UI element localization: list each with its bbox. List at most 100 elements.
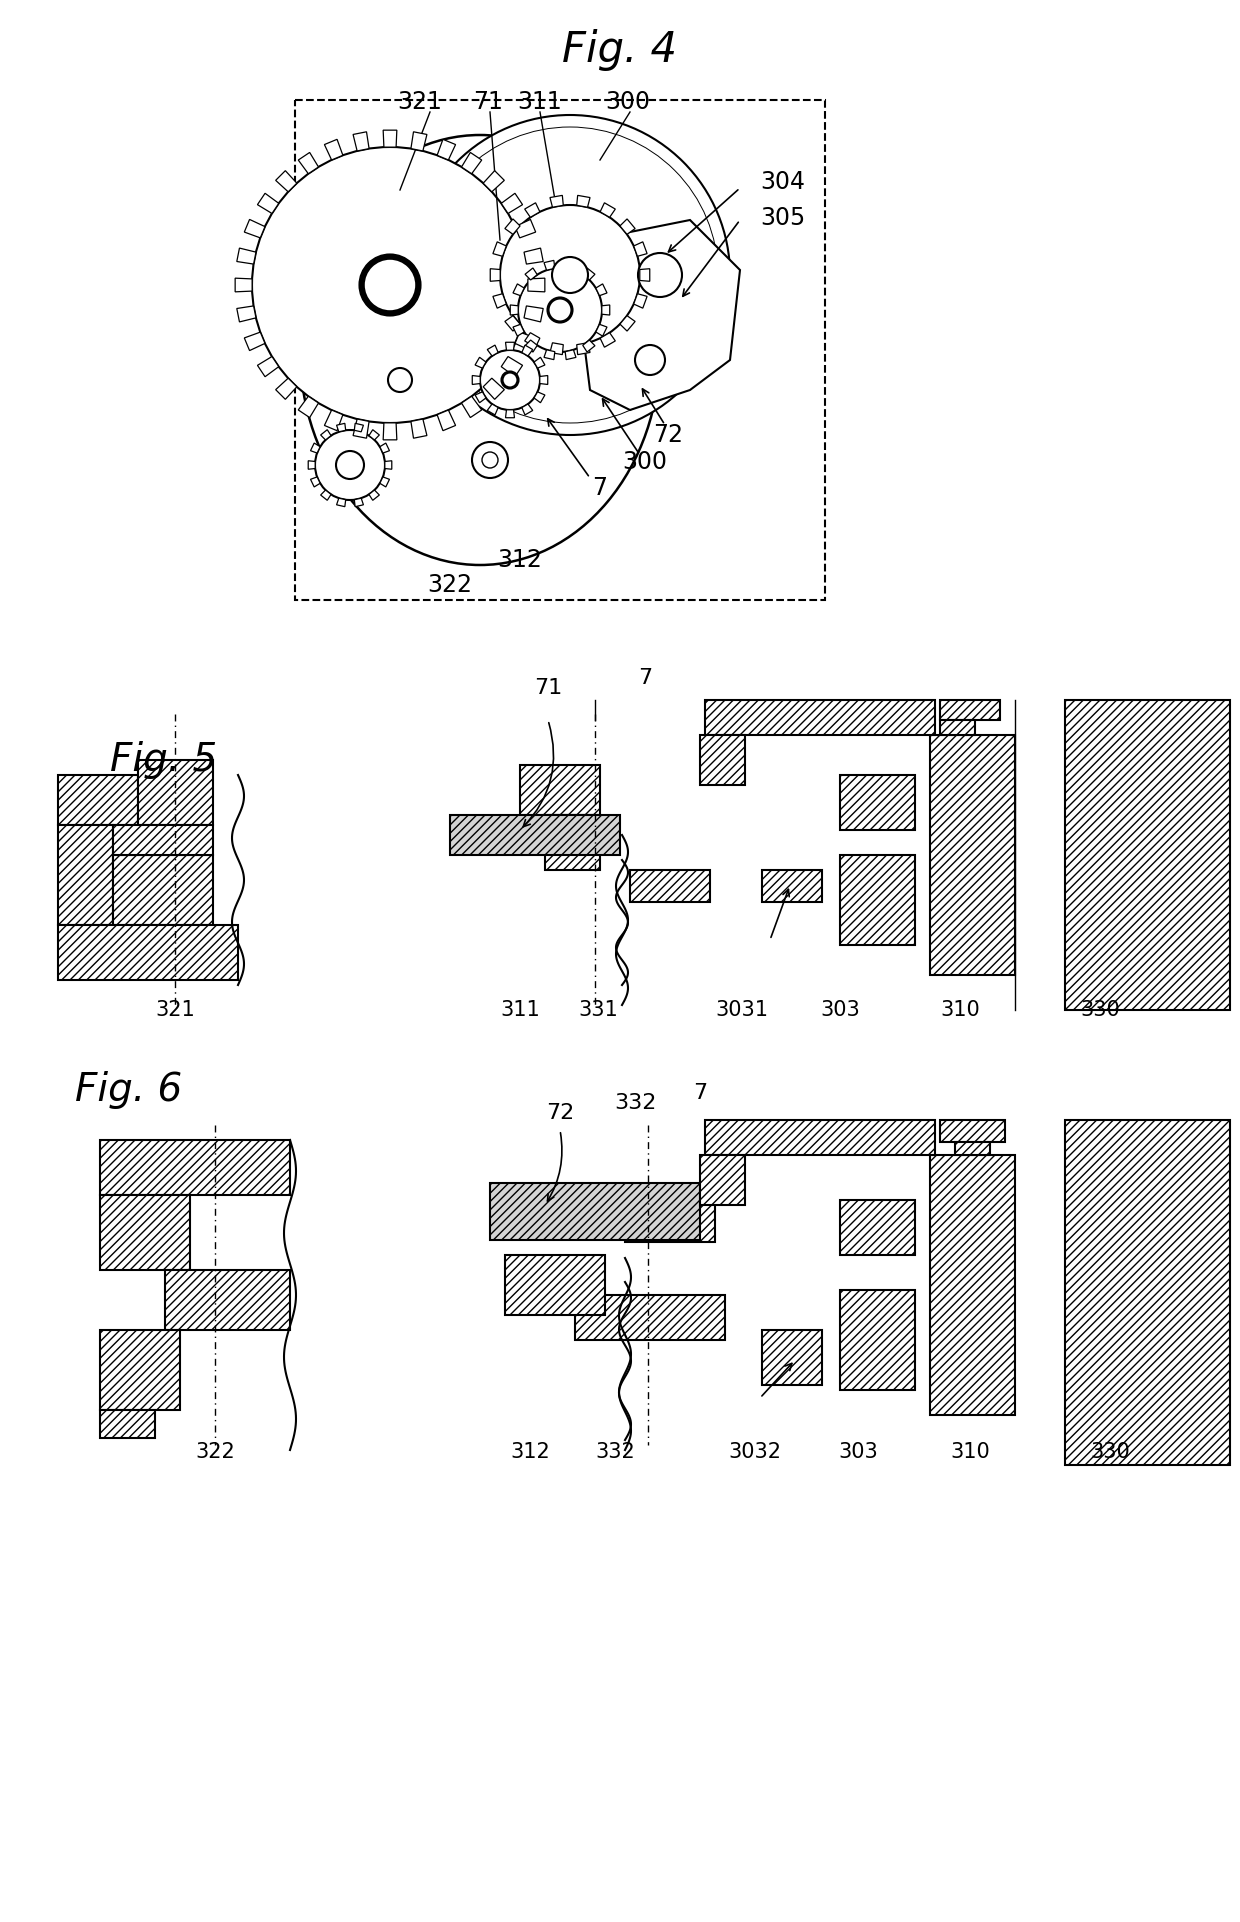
Text: Fig. 5: Fig. 5 [110, 742, 217, 778]
Polygon shape [379, 477, 389, 486]
Bar [113, 825, 213, 855]
Polygon shape [355, 498, 363, 507]
Polygon shape [522, 404, 533, 415]
Bar [58, 924, 238, 980]
Text: 303: 303 [838, 1442, 878, 1463]
Polygon shape [275, 379, 296, 400]
Bar [630, 871, 711, 901]
Polygon shape [510, 306, 518, 315]
Polygon shape [438, 409, 455, 431]
Polygon shape [258, 356, 279, 377]
Text: 303: 303 [820, 999, 859, 1021]
Bar [763, 1330, 822, 1386]
Bar [706, 700, 935, 734]
Bar [58, 775, 138, 825]
Polygon shape [583, 267, 595, 281]
Polygon shape [353, 133, 370, 152]
Bar [839, 855, 915, 946]
Polygon shape [565, 350, 577, 359]
Polygon shape [475, 392, 486, 404]
Bar [165, 1270, 290, 1330]
Polygon shape [620, 315, 635, 331]
Polygon shape [355, 423, 363, 432]
Polygon shape [528, 279, 544, 292]
Polygon shape [515, 219, 536, 238]
Text: 311: 311 [500, 999, 539, 1021]
Bar [955, 1142, 990, 1155]
Text: 322: 322 [195, 1442, 234, 1463]
Polygon shape [310, 477, 320, 486]
Text: 311: 311 [517, 90, 563, 113]
Text: 331: 331 [578, 999, 618, 1021]
Circle shape [422, 127, 718, 423]
Polygon shape [383, 423, 397, 440]
Text: 312: 312 [497, 548, 542, 573]
Bar [930, 1155, 1016, 1415]
Bar [1065, 1121, 1230, 1465]
Text: 3031: 3031 [715, 999, 769, 1021]
Bar [138, 759, 213, 825]
Circle shape [362, 258, 418, 313]
Bar [706, 1121, 935, 1155]
Polygon shape [501, 356, 522, 377]
Bar [295, 100, 825, 600]
Ellipse shape [300, 135, 660, 565]
Polygon shape [237, 248, 255, 263]
Bar [940, 721, 975, 734]
Bar [58, 825, 113, 924]
Bar [100, 1330, 180, 1411]
Circle shape [336, 452, 365, 479]
Bar [930, 734, 1016, 974]
Polygon shape [583, 340, 595, 352]
Circle shape [315, 431, 384, 500]
Polygon shape [525, 204, 539, 217]
Bar [701, 734, 745, 784]
Polygon shape [640, 269, 650, 281]
Text: 330: 330 [1090, 1442, 1130, 1463]
Polygon shape [539, 375, 548, 384]
Polygon shape [494, 242, 506, 256]
Circle shape [388, 367, 412, 392]
Polygon shape [325, 138, 343, 160]
Bar [839, 775, 915, 830]
Polygon shape [475, 357, 486, 369]
Polygon shape [321, 431, 331, 440]
Circle shape [482, 452, 498, 467]
Bar [701, 1155, 745, 1205]
Polygon shape [620, 219, 635, 234]
Polygon shape [506, 409, 515, 417]
Text: 71: 71 [474, 90, 503, 113]
Bar [625, 1199, 715, 1242]
Text: 7: 7 [637, 669, 652, 688]
Circle shape [518, 267, 601, 352]
Polygon shape [244, 333, 265, 350]
Bar [763, 871, 822, 901]
Text: 321: 321 [398, 90, 443, 113]
Circle shape [480, 350, 539, 409]
Polygon shape [237, 306, 255, 321]
Bar [450, 815, 620, 855]
Text: Fig. 6: Fig. 6 [74, 1071, 182, 1109]
Bar [839, 1199, 915, 1255]
Text: 7: 7 [693, 1082, 707, 1103]
Circle shape [252, 146, 528, 423]
Polygon shape [525, 306, 543, 321]
Polygon shape [601, 306, 610, 315]
Polygon shape [544, 259, 554, 271]
Polygon shape [258, 194, 279, 213]
Polygon shape [551, 196, 563, 208]
Text: 332: 332 [614, 1094, 656, 1113]
Polygon shape [310, 444, 320, 454]
Text: 321: 321 [155, 999, 195, 1021]
Polygon shape [384, 461, 392, 469]
Polygon shape [525, 248, 543, 263]
Polygon shape [410, 133, 427, 152]
Polygon shape [309, 461, 315, 469]
Text: Fig. 4: Fig. 4 [563, 29, 677, 71]
Bar [839, 1290, 915, 1390]
Polygon shape [525, 340, 537, 352]
Polygon shape [487, 346, 498, 356]
Text: 72: 72 [653, 423, 683, 448]
Polygon shape [577, 196, 590, 208]
Polygon shape [353, 419, 370, 438]
